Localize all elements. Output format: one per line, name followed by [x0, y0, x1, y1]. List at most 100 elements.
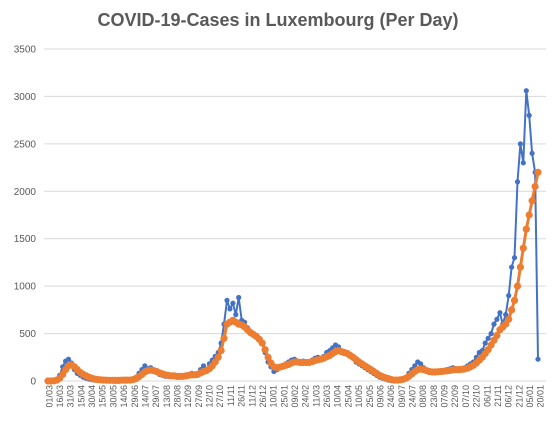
daily-cases-point	[485, 335, 491, 341]
x-tick-label: 12/10	[205, 385, 215, 408]
average-cases-point	[528, 197, 536, 205]
x-tick-label: 07/10	[461, 385, 471, 408]
x-tick-label: 22/09	[450, 385, 460, 408]
daily-cases-point	[418, 361, 424, 367]
daily-cases-point	[511, 255, 518, 261]
x-tick-label: 24/06	[386, 385, 396, 408]
average-cases-point	[531, 182, 539, 191]
x-axis: 01/03 16/03 31/03 15/04 30/04 15/05 30/05 14/06…	[44, 385, 545, 408]
daily-cases-point	[523, 88, 529, 94]
x-tick-label: 29/07	[151, 385, 161, 408]
daily-cases-point	[230, 300, 236, 306]
x-tick-label: 22/10	[472, 385, 482, 408]
daily-cases-point	[503, 312, 509, 318]
y-tick-label: 3500	[14, 45, 37, 56]
average-cases-point	[516, 263, 525, 271]
daily-cases-point	[488, 331, 494, 337]
x-tick-label: 15/05	[98, 385, 108, 408]
average-cases-point	[534, 168, 542, 176]
daily-cases-point	[224, 297, 230, 303]
daily-cases-line	[48, 89, 539, 382]
x-tick-label: 30/04	[87, 385, 97, 408]
daily-cases-point	[517, 141, 524, 147]
x-tick-label: 27/10	[215, 385, 225, 408]
daily-cases-point	[65, 356, 72, 362]
x-tick-label: 11/11	[226, 385, 236, 406]
x-tick-label: 21/12	[514, 385, 524, 408]
daily-cases-point	[497, 310, 503, 316]
daily-cases-point	[535, 356, 541, 362]
average-cases-point	[522, 225, 530, 233]
y-tick-label: 2000	[14, 187, 37, 198]
average-cases-point	[217, 347, 225, 355]
x-tick-label: 25/01	[279, 385, 289, 408]
x-tick-label: 25/05	[365, 385, 375, 408]
y-tick-label: 2500	[14, 139, 37, 150]
x-tick-label: 24/07	[407, 385, 417, 408]
average-cases-point	[525, 211, 533, 219]
x-tick-label: 25/04	[343, 385, 353, 408]
x-tick-label: 14/06	[119, 385, 129, 408]
x-tick-label: 09/07	[397, 385, 407, 408]
y-tick-label: 1000	[14, 282, 37, 293]
x-tick-label: 01/03	[44, 385, 54, 408]
average-cases-point	[261, 346, 269, 354]
x-tick-label: 09/02	[290, 385, 300, 408]
x-tick-label: 21/11	[493, 385, 503, 407]
x-tick-label: 10/01	[269, 385, 279, 408]
daily-cases-point	[520, 160, 526, 166]
average-cases-point	[519, 244, 527, 252]
x-tick-label: 06/11	[482, 385, 492, 407]
daily-cases-point	[236, 294, 242, 301]
daily-cases-series	[45, 88, 541, 384]
x-tick-label: 16/03	[55, 385, 65, 408]
x-tick-label: 08/08	[418, 385, 428, 408]
x-tick-label: 15/04	[76, 385, 86, 408]
x-tick-label: 14/07	[140, 385, 150, 408]
x-tick-label: 26/11	[237, 385, 247, 407]
x-tick-label: 29/06	[130, 385, 140, 408]
x-tick-label: 13/08	[162, 385, 172, 408]
x-tick-label: 07/09	[440, 385, 450, 408]
x-tick-label: 27/09	[194, 385, 204, 408]
average-cases-line	[48, 171, 540, 383]
x-tick-label: 10/05	[354, 385, 364, 408]
daily-cases-point	[494, 316, 500, 322]
daily-cases-point	[526, 112, 532, 118]
daily-cases-point	[514, 179, 521, 185]
daily-cases-point	[482, 340, 488, 346]
x-tick-label: 31/03	[66, 385, 76, 408]
x-tick-label: 11/12	[247, 385, 257, 407]
average-cases-point	[510, 296, 519, 304]
chart-title: COVID-19-Cases in Luxembourg (Per Day)	[97, 10, 459, 30]
daily-cases-point	[233, 312, 239, 318]
daily-cases-point	[200, 363, 207, 369]
daily-cases-point	[529, 150, 535, 156]
x-tick-label: 10/04	[333, 385, 343, 408]
x-tick-label: 26/12	[258, 385, 268, 408]
x-tick-label: 23/08	[429, 385, 439, 408]
x-tick-label: 11/03	[311, 385, 321, 407]
x-tick-label: 12/09	[183, 385, 193, 408]
x-tick-label: 26/03	[322, 385, 332, 408]
x-tick-label: 30/05	[108, 385, 118, 408]
average-cases-point	[220, 334, 228, 342]
average-cases-point	[258, 339, 266, 347]
average-cases-series	[44, 168, 542, 385]
x-tick-label: 28/08	[173, 385, 183, 408]
y-tick-label: 1500	[14, 234, 37, 245]
x-tick-label: 24/02	[301, 385, 311, 408]
x-tick-label: 05/01	[525, 385, 535, 408]
x-tick-label: 20/01	[536, 385, 546, 408]
average-cases-point	[264, 353, 272, 361]
x-tick-label: 09/06	[375, 385, 385, 408]
daily-cases-point	[227, 306, 233, 312]
daily-cases-point	[491, 321, 497, 327]
y-tick-label: 3000	[14, 92, 37, 103]
y-tick-label: 500	[19, 329, 36, 340]
average-cases-point	[214, 353, 222, 361]
x-tick-label: 06/12	[504, 385, 514, 408]
y-tick-label: 0	[30, 377, 36, 388]
